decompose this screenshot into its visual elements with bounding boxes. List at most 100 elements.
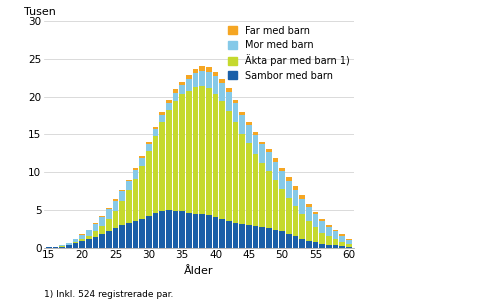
Bar	[346, 239, 352, 240]
Bar	[346, 244, 352, 246]
Bar	[266, 171, 272, 228]
Bar	[139, 219, 145, 248]
Bar	[313, 212, 318, 214]
Bar	[166, 100, 171, 103]
Bar	[199, 71, 205, 86]
Bar	[93, 223, 98, 224]
Bar	[313, 214, 318, 227]
Bar	[73, 239, 78, 242]
Bar	[293, 236, 298, 248]
Bar	[266, 228, 272, 248]
Bar	[273, 162, 278, 180]
Bar	[133, 169, 138, 170]
Bar	[173, 93, 178, 101]
Bar	[326, 226, 331, 236]
Bar	[233, 103, 238, 122]
Bar	[300, 199, 305, 214]
Bar	[193, 87, 198, 214]
Bar	[253, 132, 258, 135]
Bar	[119, 225, 125, 248]
Bar	[106, 231, 111, 248]
Bar	[160, 122, 165, 211]
Bar	[100, 234, 105, 248]
Bar	[226, 221, 232, 248]
Bar	[93, 231, 98, 237]
Bar	[213, 94, 218, 217]
Bar	[339, 242, 345, 246]
Bar	[240, 133, 245, 224]
Bar	[279, 231, 285, 248]
Bar	[146, 142, 152, 144]
Bar	[233, 223, 238, 248]
Bar	[213, 72, 218, 76]
Bar	[119, 190, 125, 191]
Bar	[326, 245, 331, 248]
Bar	[333, 239, 338, 245]
Bar	[46, 247, 52, 248]
Bar	[206, 215, 212, 248]
Legend: Far med barn, Mor med barn, Äkta par med barn 1), Sambor med barn: Far med barn, Mor med barn, Äkta par med…	[225, 24, 352, 83]
Bar	[313, 242, 318, 248]
Bar	[113, 201, 118, 211]
Bar	[339, 246, 345, 248]
Bar	[233, 122, 238, 223]
Bar	[66, 245, 72, 248]
Bar	[106, 209, 111, 219]
Bar	[253, 135, 258, 154]
Bar	[219, 79, 225, 83]
Bar	[73, 242, 78, 243]
Bar	[333, 245, 338, 248]
Bar	[73, 243, 78, 248]
Bar	[326, 236, 331, 245]
Bar	[286, 198, 292, 234]
Bar	[146, 144, 152, 151]
Bar	[160, 211, 165, 248]
Bar	[320, 221, 325, 233]
Bar	[173, 89, 178, 93]
Bar	[126, 181, 132, 190]
Bar	[133, 178, 138, 221]
Bar	[286, 181, 292, 198]
Bar	[186, 79, 191, 91]
Text: 1) Inkl. 524 registrerade par.: 1) Inkl. 524 registrerade par.	[44, 290, 173, 299]
Bar	[199, 86, 205, 214]
Bar	[179, 85, 185, 94]
Bar	[166, 110, 171, 210]
Bar	[346, 240, 352, 244]
Bar	[339, 236, 345, 242]
Bar	[253, 226, 258, 248]
Bar	[213, 217, 218, 248]
Bar	[53, 247, 58, 248]
Bar	[173, 101, 178, 211]
Bar	[279, 171, 285, 189]
X-axis label: Ålder: Ålder	[184, 266, 214, 276]
Bar	[166, 103, 171, 110]
Bar	[213, 76, 218, 94]
Bar	[126, 180, 132, 181]
Bar	[240, 112, 245, 115]
Bar	[193, 73, 198, 87]
Bar	[100, 216, 105, 217]
Bar	[246, 143, 251, 225]
Bar	[306, 204, 312, 207]
Bar	[320, 244, 325, 248]
Bar	[226, 111, 232, 221]
Bar	[240, 224, 245, 248]
Bar	[206, 72, 212, 88]
Bar	[186, 213, 191, 248]
Bar	[59, 246, 65, 248]
Bar	[193, 214, 198, 248]
Bar	[320, 219, 325, 221]
Bar	[113, 199, 118, 201]
Bar	[86, 236, 92, 239]
Bar	[153, 213, 158, 248]
Bar	[259, 144, 265, 163]
Bar	[153, 130, 158, 136]
Bar	[179, 211, 185, 248]
Bar	[160, 112, 165, 115]
Bar	[306, 221, 312, 241]
Bar	[119, 201, 125, 225]
Bar	[259, 227, 265, 248]
Bar	[300, 214, 305, 239]
Bar	[273, 158, 278, 162]
